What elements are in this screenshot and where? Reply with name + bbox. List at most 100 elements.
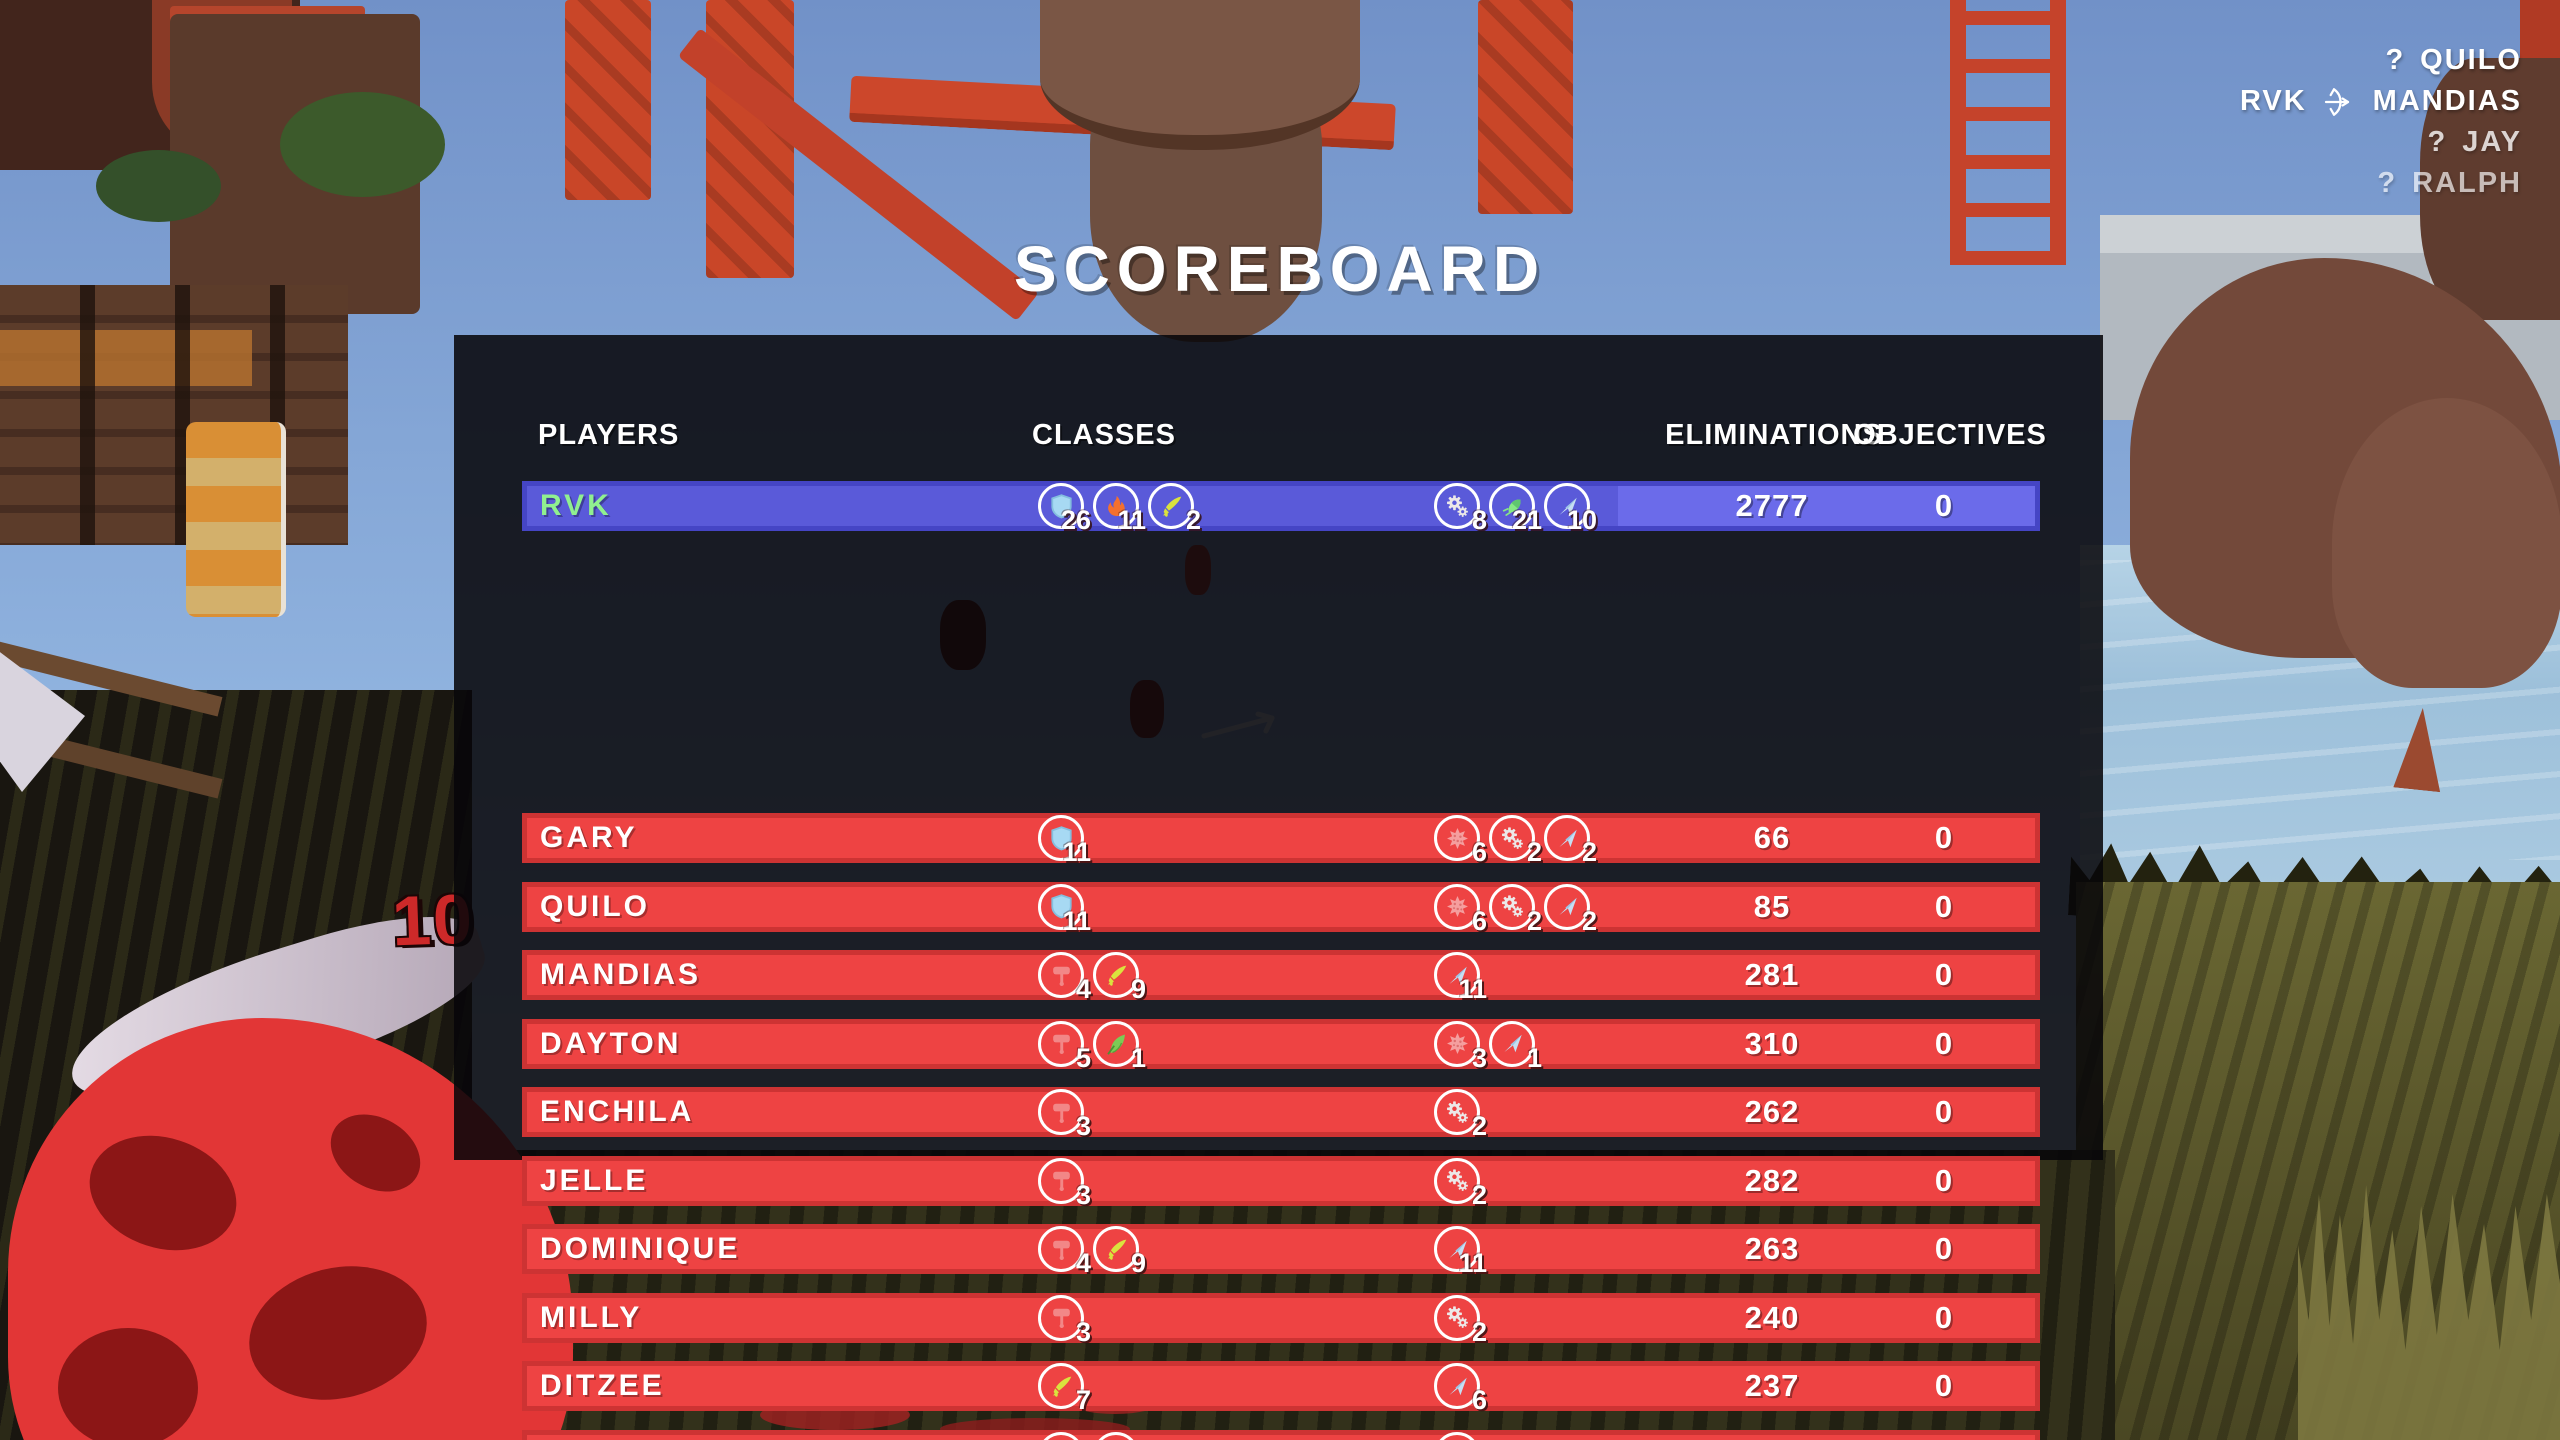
row-fill bbox=[527, 1092, 2035, 1132]
player-name: DAYTON bbox=[540, 1026, 682, 1060]
victim-name: JAY bbox=[2462, 126, 2522, 158]
objectives-value: 0 bbox=[1934, 820, 1954, 855]
striped-barrel bbox=[186, 422, 286, 617]
objectives-value: 0 bbox=[1934, 1094, 1954, 1129]
row-fill bbox=[527, 1434, 2035, 1440]
hammer-icon bbox=[1038, 1431, 1084, 1440]
class-use-count: 3 bbox=[1471, 1042, 1487, 1073]
class-use-count: 4 bbox=[1075, 1248, 1091, 1278]
spikeball-icon: 3 bbox=[1434, 1020, 1487, 1073]
class-use-count: 10 bbox=[1566, 505, 1597, 535]
column-header-objectives: OBJECTIVES bbox=[1853, 419, 2047, 451]
eliminations-value: 2777 bbox=[1735, 488, 1809, 523]
class-icons-secondary: 8 21 10 bbox=[1434, 483, 1599, 535]
class-icons-primary bbox=[1038, 1431, 1148, 1440]
hammer-icon: 3 bbox=[1038, 1089, 1091, 1141]
scoreboard-row: RVK 26 11 2 8 21 10 2777 0 bbox=[522, 481, 2040, 535]
eliminations-highlight bbox=[1618, 486, 2035, 526]
player-name: RVK bbox=[540, 489, 612, 522]
sword-icon: 7 bbox=[1038, 1363, 1091, 1415]
class-use-count: 6 bbox=[1471, 1385, 1487, 1415]
scoreboard-row: DAYTON 5 1 3 1 310 0 bbox=[522, 1018, 2040, 1073]
class-use-count: 6 bbox=[1471, 837, 1487, 867]
sword-icon: 9 bbox=[1093, 952, 1146, 1004]
team-blue-rows: RVK 26 11 2 8 21 10 2777 0 bbox=[522, 481, 2040, 535]
hammer-icon: 4 bbox=[1038, 952, 1091, 1004]
rocket-icon: 21 bbox=[1489, 483, 1542, 535]
eliminations-value: 262 bbox=[1744, 1094, 1800, 1129]
class-icons-secondary bbox=[1434, 1431, 1489, 1440]
camo-spot bbox=[58, 1328, 198, 1440]
cliff bbox=[2420, 58, 2560, 320]
player-arm bbox=[8, 1018, 573, 1440]
kill-feed-entry: RVK MANDIAS bbox=[2240, 85, 2522, 118]
plane-icon: 11 bbox=[1434, 952, 1487, 1004]
player-name: DOMINIQUE bbox=[540, 1232, 741, 1265]
class-use-count: 3 bbox=[1075, 1316, 1091, 1347]
plane-icon: 11 bbox=[1434, 1226, 1487, 1278]
gears-icon: 2 bbox=[1489, 883, 1542, 936]
player-name: JELLE bbox=[540, 1163, 649, 1197]
class-icons-secondary: 6 2 2 bbox=[1434, 883, 1599, 936]
hammer-icon: 3 bbox=[1038, 1157, 1091, 1210]
plane-icon: 6 bbox=[1434, 1363, 1487, 1415]
player-name: MILLY bbox=[540, 1300, 643, 1334]
eliminations-value: 66 bbox=[1753, 820, 1791, 855]
class-icons-primary: 11 bbox=[1038, 815, 1093, 867]
shield-icon: 26 bbox=[1038, 483, 1091, 535]
scoreboard-row: ENCHILA 3 2 262 0 bbox=[522, 1087, 2040, 1141]
camo-spot bbox=[74, 1117, 252, 1269]
class-use-count: 2 bbox=[1471, 1111, 1487, 1141]
killer-name: ? bbox=[2377, 167, 2398, 199]
cliff bbox=[2332, 398, 2560, 688]
class-use-count: 2 bbox=[1526, 837, 1542, 867]
shield-icon: 11 bbox=[1038, 815, 1091, 867]
class-use-count: 3 bbox=[1075, 1179, 1091, 1210]
objectives-value: 0 bbox=[1934, 1299, 1954, 1335]
red-crane-tower bbox=[565, 0, 651, 200]
class-icons-secondary: 11 bbox=[1434, 1226, 1489, 1278]
class-use-count: 2 bbox=[1471, 1316, 1487, 1347]
player-name: MANDIAS bbox=[540, 958, 701, 991]
team-red-rows: GARY 11 6 2 2 66 0 QUILO 11 6 2 2 85 0 MANDIAS 4 9 11 281 0… bbox=[522, 813, 2040, 1440]
eliminations-value: 282 bbox=[1744, 1162, 1800, 1198]
class-icons-primary: 3 bbox=[1038, 1294, 1093, 1347]
victim-name: RALPH bbox=[2412, 167, 2522, 199]
class-use-count: 2 bbox=[1185, 505, 1201, 535]
victim-name: MANDIAS bbox=[2372, 85, 2522, 117]
class-icons-primary: 3 bbox=[1038, 1089, 1093, 1141]
class-use-count: 5 bbox=[1075, 1042, 1091, 1073]
fence-posts bbox=[0, 285, 348, 545]
class-use-count: 7 bbox=[1075, 1385, 1091, 1415]
sword-icon bbox=[1093, 1431, 1139, 1440]
objectives-value: 0 bbox=[1934, 1162, 1954, 1198]
player-name: DITZEE bbox=[540, 1369, 665, 1402]
class-use-count: 6 bbox=[1471, 905, 1487, 936]
red-crane-truss bbox=[1950, 0, 2066, 265]
objectives-value: 0 bbox=[1934, 488, 1954, 523]
class-icons-primary: 11 bbox=[1038, 883, 1093, 936]
killer-name: ? bbox=[2427, 126, 2448, 158]
kill-feed-entry: ? JAY bbox=[2428, 126, 2522, 159]
eliminations-value: 240 bbox=[1744, 1299, 1800, 1335]
row-fill bbox=[527, 886, 2035, 927]
scoreboard-row: DITZEE 7 6 237 0 bbox=[522, 1361, 2040, 1415]
scoreboard-row: MILLY 3 2 240 0 bbox=[522, 1292, 2040, 1347]
class-icons-secondary: 2 bbox=[1434, 1157, 1489, 1210]
player-name: QUILO bbox=[540, 889, 650, 923]
plane-icon: 1 bbox=[1489, 1020, 1542, 1073]
scoreboard-row: JELLE 3 2 282 0 bbox=[522, 1155, 2040, 1210]
class-use-count: 26 bbox=[1060, 505, 1091, 535]
class-use-count: 2 bbox=[1471, 1179, 1487, 1210]
class-use-count: 4 bbox=[1075, 974, 1091, 1004]
eliminations-value: 85 bbox=[1753, 888, 1791, 924]
class-use-count: 2 bbox=[1526, 905, 1542, 936]
row-fill bbox=[527, 818, 2035, 858]
class-use-count: 11 bbox=[1458, 1248, 1487, 1278]
class-use-count: 9 bbox=[1130, 974, 1146, 1004]
class-use-count: 2 bbox=[1581, 837, 1597, 867]
eliminations-value: 281 bbox=[1744, 957, 1800, 992]
class-use-count: 11 bbox=[1062, 905, 1091, 936]
class-icons-secondary: 6 2 2 bbox=[1434, 815, 1599, 867]
